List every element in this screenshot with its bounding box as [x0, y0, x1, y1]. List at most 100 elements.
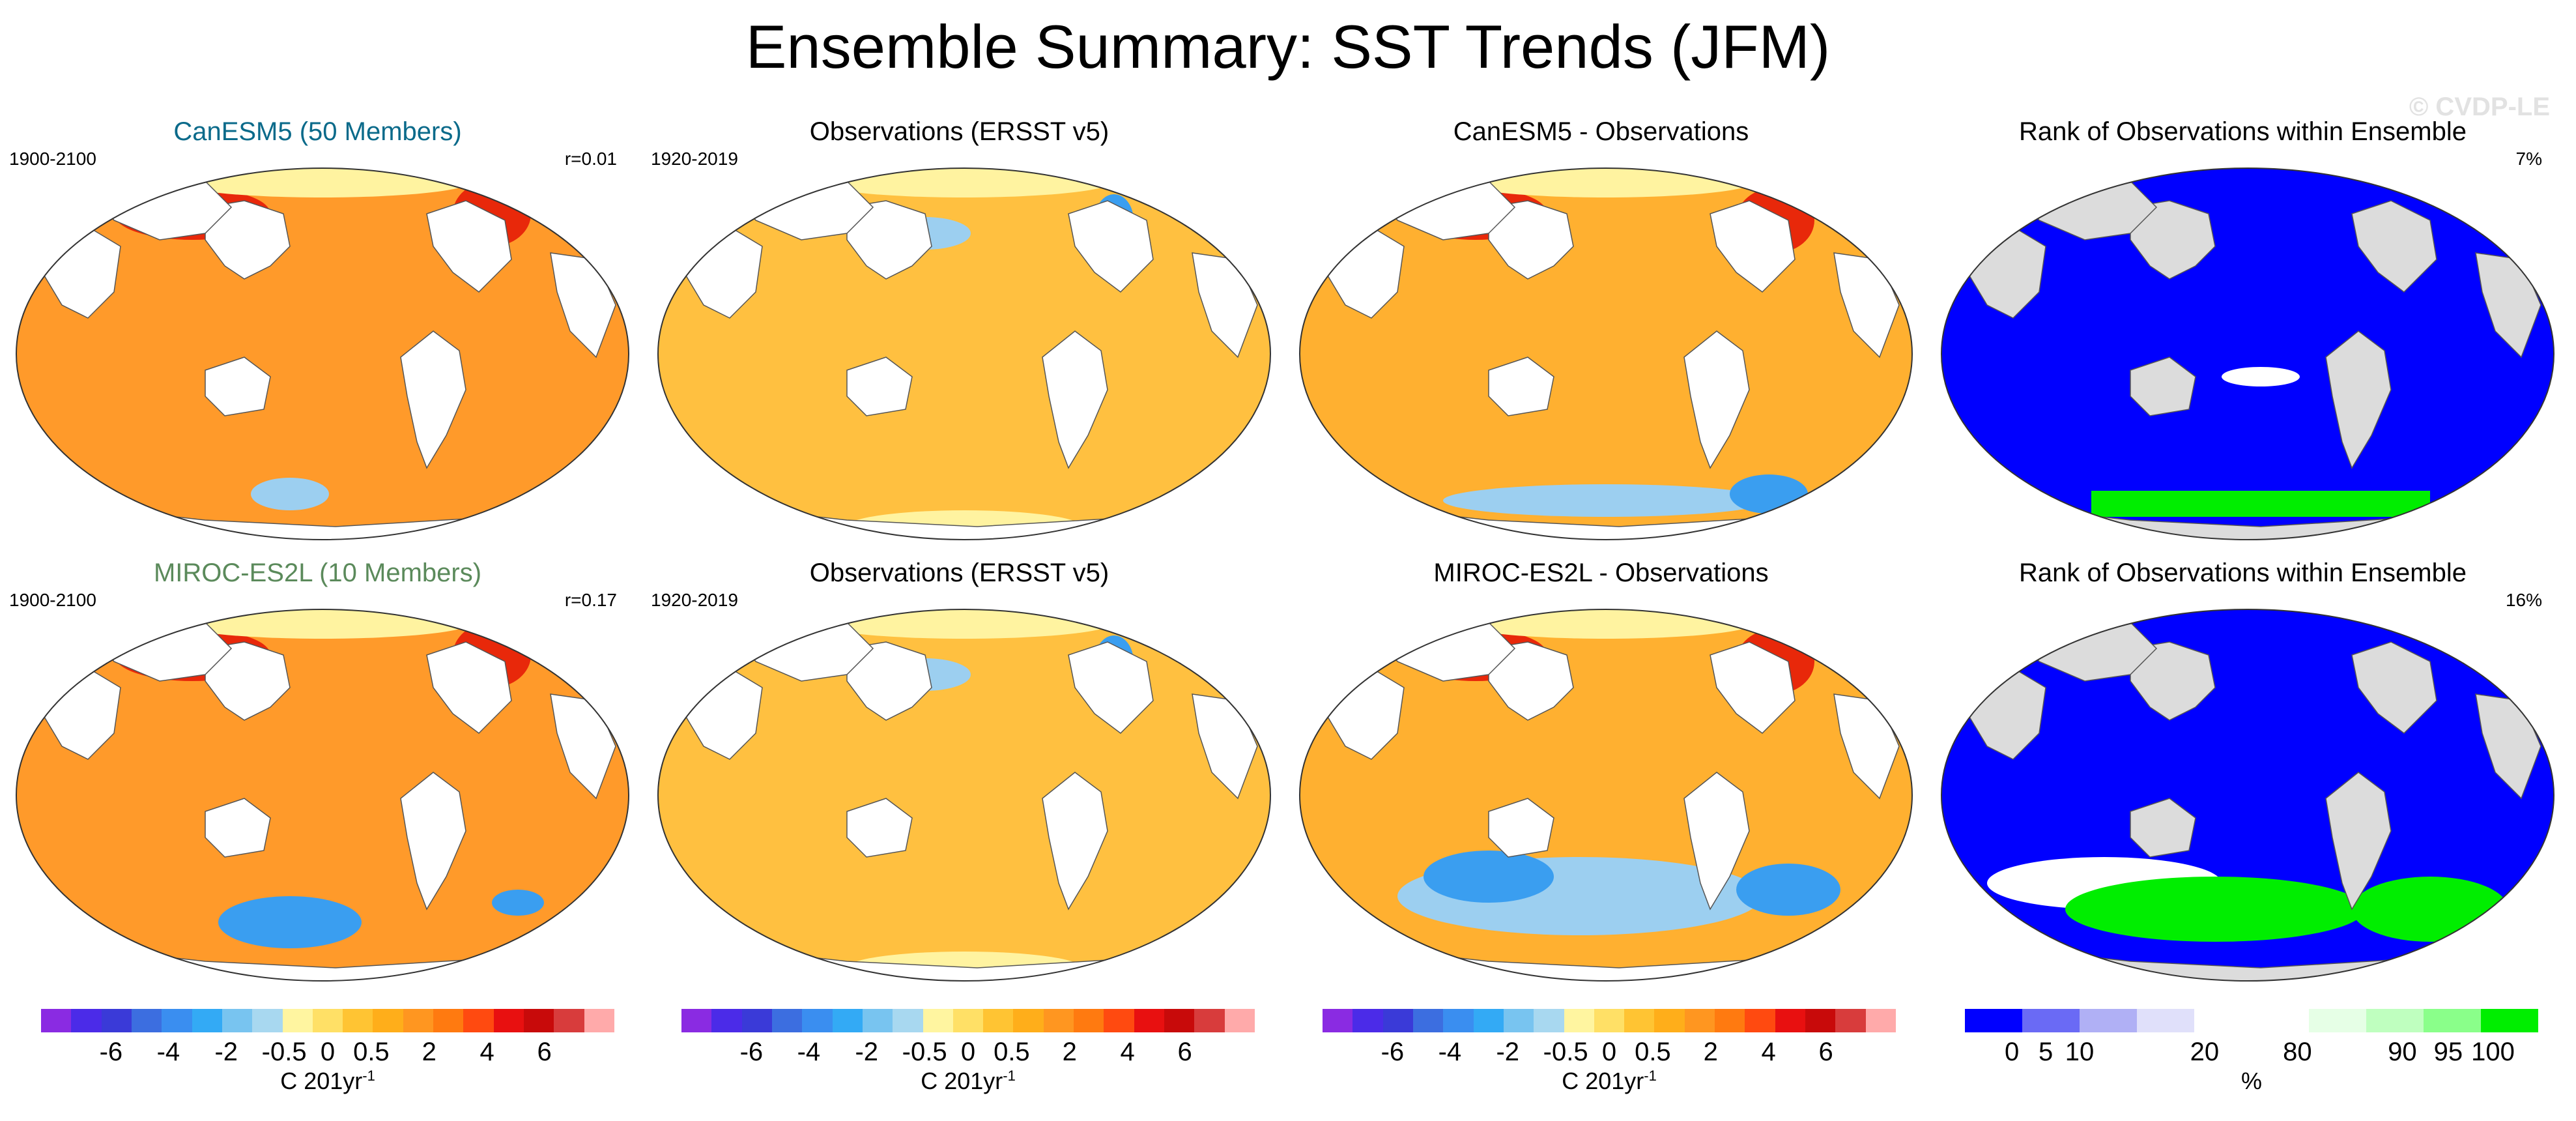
globe-outline — [1941, 609, 2555, 982]
anomaly-region — [173, 609, 472, 639]
anomaly-region — [1424, 851, 1554, 903]
colorbar-cell — [1104, 1009, 1134, 1032]
colorbar-tick-label: -4 — [1438, 1038, 1462, 1066]
colorbar-tick-label: 2 — [1062, 1038, 1077, 1066]
colorbar-tick-label: 10 — [2065, 1038, 2095, 1066]
colorbar-tick-label: 0 — [320, 1038, 336, 1066]
landmass — [205, 200, 291, 280]
anomaly-region — [2091, 491, 2430, 517]
colorbar-cells — [1965, 1009, 2538, 1032]
colorbar-cell — [952, 1009, 984, 1032]
colorbar-cell — [463, 1009, 494, 1032]
colorbar-cell — [1224, 1009, 1255, 1032]
colorbar-unit: C 201yr-1 — [1562, 1068, 1657, 1094]
colorbar-tick-label: -0.5 — [1543, 1038, 1588, 1066]
colorbar-cell — [1013, 1009, 1044, 1032]
colorbar-tick-label: 6 — [1818, 1038, 1833, 1066]
colorbar-tick-label: 0.5 — [353, 1038, 390, 1066]
landmass — [1042, 772, 1108, 910]
colorbar-tick-label: 80 — [2283, 1038, 2312, 1066]
colorbar-ticks: 0 5 10 20 80 90 95 100 — [1965, 1038, 2538, 1066]
anomaly-region — [251, 478, 329, 510]
anomaly-region — [814, 168, 1114, 197]
colorbar-tick-label: 5 — [2038, 1038, 2054, 1066]
globe-outline — [16, 609, 629, 982]
colorbar-cell — [1745, 1009, 1775, 1032]
colorbar-cell — [1043, 1009, 1074, 1032]
colorbar-tick-label: 0.5 — [1635, 1038, 1671, 1066]
period-label: 1900-2100 — [9, 590, 96, 610]
colorbar-cell — [554, 1009, 584, 1032]
panel-title: Observations (ERSST v5) — [809, 117, 1109, 146]
landmass — [2130, 798, 2196, 858]
colorbar-trend-1: -6 -4 -2 -0.5 0 0.5 2 4 6 C 201yr-1 — [41, 1009, 614, 1094]
globe-map — [1293, 162, 1919, 546]
landmass — [1488, 798, 1554, 858]
landmass — [846, 200, 932, 280]
globe-map — [1935, 162, 2560, 546]
colorbar-cell — [1164, 1009, 1195, 1032]
anomaly-region — [173, 168, 472, 197]
landmass — [1488, 200, 1574, 280]
period-label: 1920-2019 — [651, 149, 738, 169]
ocean-fill — [16, 168, 629, 540]
period-label: 1920-2019 — [651, 590, 738, 610]
anomaly-region — [1456, 609, 1756, 639]
colorbar-tick-label: 100 — [2471, 1038, 2515, 1066]
colorbar-cells — [41, 1009, 614, 1032]
colorbar-tick-label: 4 — [1761, 1038, 1776, 1066]
colorbar-cell — [1382, 1009, 1413, 1032]
anomaly-region — [2352, 877, 2508, 942]
colorbar-trend-2: -6 -4 -2 -0.5 0 0.5 2 4 6 C 201yr-1 — [681, 1009, 1255, 1094]
rank-percent-label: 7% — [2515, 149, 2542, 169]
colorbar-tick-label: -2 — [214, 1038, 238, 1066]
colorbar-cells — [1323, 1009, 1896, 1032]
figure-title: Ensemble Summary: SST Trends (JFM) — [745, 12, 1831, 81]
colorbar-tick-label: 0 — [960, 1038, 976, 1066]
globe-svg — [16, 167, 629, 540]
colorbar-tick-label: -2 — [855, 1038, 879, 1066]
globe-map — [10, 162, 635, 546]
colorbar-cell — [2022, 1009, 2080, 1032]
colorbar-cell — [2252, 1009, 2309, 1032]
panel-row2-observations: Observations (ERSST v5) 1920-2019 — [642, 559, 1277, 989]
panel-title: CanESM5 - Observations — [1453, 117, 1749, 146]
colorbar-cell — [983, 1009, 1014, 1032]
globe-svg — [657, 167, 1271, 540]
panel-row1-difference: CanESM5 - Observations — [1283, 117, 1919, 547]
colorbar-cell — [41, 1009, 72, 1032]
colorbar-tick-label: -4 — [156, 1038, 180, 1066]
colorbar-cell — [1865, 1009, 1896, 1032]
landmass — [1488, 357, 1554, 416]
anomaly-region — [1730, 474, 1808, 514]
landmass — [205, 641, 291, 721]
watermark: © CVDP-LE — [2409, 93, 2550, 121]
panel-title: MIROC-ES2L (10 Members) — [153, 559, 482, 587]
colorbar-tick-label: 2 — [422, 1038, 436, 1066]
colorbar-cell — [71, 1009, 102, 1032]
panel-row2-model: MIROC-ES2L (10 Members) 1900-2100 r=0.17 — [0, 559, 635, 989]
colorbar-unit: % — [2240, 1068, 2262, 1094]
colorbar-cell — [373, 1009, 403, 1032]
colorbar-trend-3: -6 -4 -2 -0.5 0 0.5 2 4 6 C 201yr-1 — [1323, 1009, 1896, 1094]
colorbar-cell — [1443, 1009, 1474, 1032]
globe-map — [651, 162, 1277, 546]
colorbar-cell — [252, 1009, 283, 1032]
colorbar-cell — [1805, 1009, 1836, 1032]
landmass — [1068, 641, 1154, 734]
colorbar-cell — [222, 1009, 253, 1032]
landmass — [426, 641, 512, 734]
landmass — [846, 357, 913, 416]
landmass — [1488, 641, 1574, 721]
colorbar-ticks: -6 -4 -2 -0.5 0 0.5 2 4 6 — [1323, 1038, 1896, 1066]
colorbar-tick-label: 4 — [1120, 1038, 1135, 1066]
colorbar-cell — [1684, 1009, 1715, 1032]
colorbar-ticks: -6 -4 -2 -0.5 0 0.5 2 4 6 — [681, 1038, 1255, 1066]
period-label: 1900-2100 — [9, 149, 96, 169]
colorbar-tick-label: 0 — [1601, 1038, 1617, 1066]
colorbar-cell — [1534, 1009, 1564, 1032]
globe-svg — [657, 609, 1271, 982]
colorbar-cells — [681, 1009, 1255, 1032]
landmass — [2325, 772, 2392, 910]
anomaly-region — [1736, 864, 1840, 916]
